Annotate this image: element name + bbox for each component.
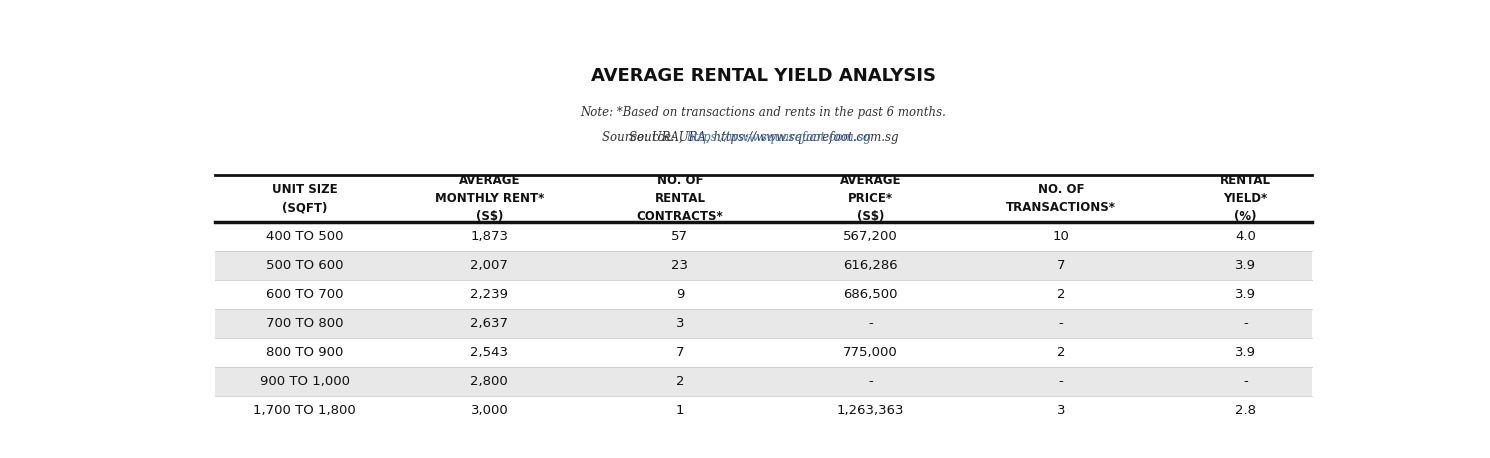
Text: 2.8: 2.8: [1235, 404, 1256, 417]
Text: 3: 3: [675, 317, 684, 330]
Text: 2: 2: [1056, 288, 1065, 301]
Text: 700 TO 800: 700 TO 800: [265, 317, 343, 330]
Text: 3,000: 3,000: [471, 404, 508, 417]
Text: 10: 10: [1052, 230, 1070, 244]
Text: 1,263,363: 1,263,363: [837, 404, 904, 417]
Text: -: -: [869, 375, 873, 388]
Text: -: -: [1243, 317, 1249, 330]
Text: 4.0: 4.0: [1235, 230, 1256, 244]
Text: AVERAGE
MONTHLY RENT*
(S$): AVERAGE MONTHLY RENT* (S$): [435, 174, 544, 223]
Text: 7: 7: [1056, 259, 1065, 273]
Text: 775,000: 775,000: [843, 346, 898, 359]
Text: 400 TO 500: 400 TO 500: [265, 230, 343, 244]
Text: 600 TO 700: 600 TO 700: [265, 288, 343, 301]
Text: 567,200: 567,200: [843, 230, 898, 244]
Bar: [215, 251, 1313, 280]
Text: RENTAL
YIELD*
(%): RENTAL YIELD* (%): [1220, 174, 1271, 223]
Text: 3: 3: [1056, 404, 1065, 417]
Text: 2,007: 2,007: [471, 259, 508, 273]
Text: AVERAGE
PRICE*
(S$): AVERAGE PRICE* (S$): [840, 174, 901, 223]
Text: 9: 9: [676, 288, 684, 301]
Text: 686,500: 686,500: [843, 288, 897, 301]
Text: 616,286: 616,286: [843, 259, 898, 273]
Text: Source: URA, https://www.squarefoot.com.sg: Source: URA, https://www.squarefoot.com.…: [629, 131, 898, 144]
Text: Source: URA,: Source: URA,: [602, 131, 687, 144]
Text: 3.9: 3.9: [1235, 346, 1256, 359]
Bar: [215, 367, 1313, 396]
Text: NO. OF
TRANSACTIONS*: NO. OF TRANSACTIONS*: [1006, 183, 1116, 214]
Text: 2,800: 2,800: [471, 375, 508, 388]
Text: 1,700 TO 1,800: 1,700 TO 1,800: [253, 404, 356, 417]
Text: 2: 2: [1056, 346, 1065, 359]
Text: 3.9: 3.9: [1235, 288, 1256, 301]
Text: 800 TO 900: 800 TO 900: [265, 346, 343, 359]
Text: https://www.squarefoot.com.sg: https://www.squarefoot.com.sg: [687, 131, 872, 144]
Bar: [215, 309, 1313, 338]
Text: 2,543: 2,543: [471, 346, 508, 359]
Text: 2: 2: [675, 375, 684, 388]
Text: -: -: [869, 317, 873, 330]
Text: 500 TO 600: 500 TO 600: [265, 259, 343, 273]
Text: 900 TO 1,000: 900 TO 1,000: [259, 375, 350, 388]
Text: -: -: [1243, 375, 1249, 388]
Text: 2,637: 2,637: [471, 317, 508, 330]
Text: Note: *Based on transactions and rents in the past 6 months.: Note: *Based on transactions and rents i…: [581, 106, 946, 119]
Text: AVERAGE RENTAL YIELD ANALYSIS: AVERAGE RENTAL YIELD ANALYSIS: [592, 67, 936, 85]
Text: 1: 1: [675, 404, 684, 417]
Text: -: -: [1058, 317, 1064, 330]
Text: 7: 7: [675, 346, 684, 359]
Text: UNIT SIZE
(SQFT): UNIT SIZE (SQFT): [271, 183, 337, 214]
Text: 3.9: 3.9: [1235, 259, 1256, 273]
Text: 2,239: 2,239: [471, 288, 508, 301]
Text: 57: 57: [672, 230, 688, 244]
Text: 1,873: 1,873: [471, 230, 508, 244]
Text: -: -: [1058, 375, 1064, 388]
Text: 23: 23: [672, 259, 688, 273]
Text: NO. OF
RENTAL
CONTRACTS*: NO. OF RENTAL CONTRACTS*: [636, 174, 723, 223]
